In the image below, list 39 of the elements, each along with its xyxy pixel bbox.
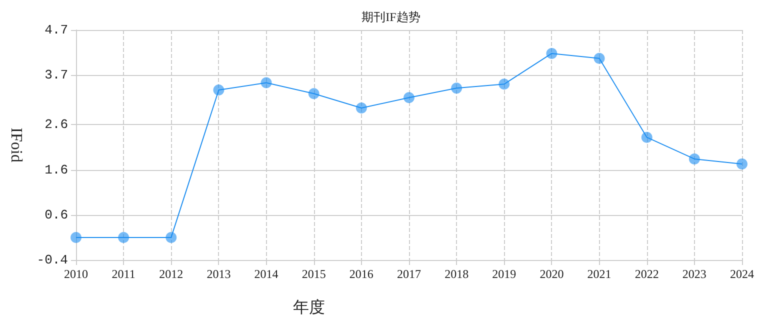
point xyxy=(166,232,177,243)
y-tick-label: 2.6 xyxy=(44,117,68,132)
x-tick-label: 2015 xyxy=(302,267,326,281)
x-tick-label: 2021 xyxy=(587,267,612,281)
y-tick-label: 3.7 xyxy=(44,68,68,83)
point xyxy=(404,92,414,104)
x-tick-label: 2023 xyxy=(682,267,706,281)
point xyxy=(641,132,652,143)
x-axis-title: 年度 xyxy=(293,298,325,316)
point xyxy=(546,48,558,59)
x-tick-label: 2018 xyxy=(444,267,469,281)
x-tick-label: 2014 xyxy=(254,267,278,281)
point xyxy=(451,82,462,94)
x-tick-label: 2022 xyxy=(634,267,659,281)
y-axis-title: IFoid xyxy=(8,128,24,162)
x-tick-label: 2010 xyxy=(64,267,88,281)
x-tick-label: 2011 xyxy=(112,267,136,281)
x-tick-label: 2024 xyxy=(730,267,754,281)
y-tick-label: 1.6 xyxy=(44,162,68,178)
y-tick-label: 0.6 xyxy=(44,207,68,222)
point xyxy=(356,102,367,114)
x-tick-label: 2016 xyxy=(349,267,374,281)
x-tick-label: 2020 xyxy=(540,267,564,281)
point xyxy=(308,88,320,100)
point xyxy=(118,232,130,243)
x-tick-label: 2012 xyxy=(159,267,184,281)
x-tick-label: 2017 xyxy=(397,267,421,281)
x-tick-label: 2013 xyxy=(206,267,231,281)
point xyxy=(498,78,510,90)
point xyxy=(594,52,605,64)
point xyxy=(736,158,748,170)
y-tick-label: 4.7 xyxy=(44,22,68,38)
point xyxy=(70,232,82,243)
chart-title: 期刊IF趋势 xyxy=(362,10,420,24)
point xyxy=(213,84,224,96)
point xyxy=(260,77,272,88)
y-tick-label: -0.4 xyxy=(36,252,68,268)
point xyxy=(688,153,700,164)
x-tick-label: 2019 xyxy=(492,267,516,281)
